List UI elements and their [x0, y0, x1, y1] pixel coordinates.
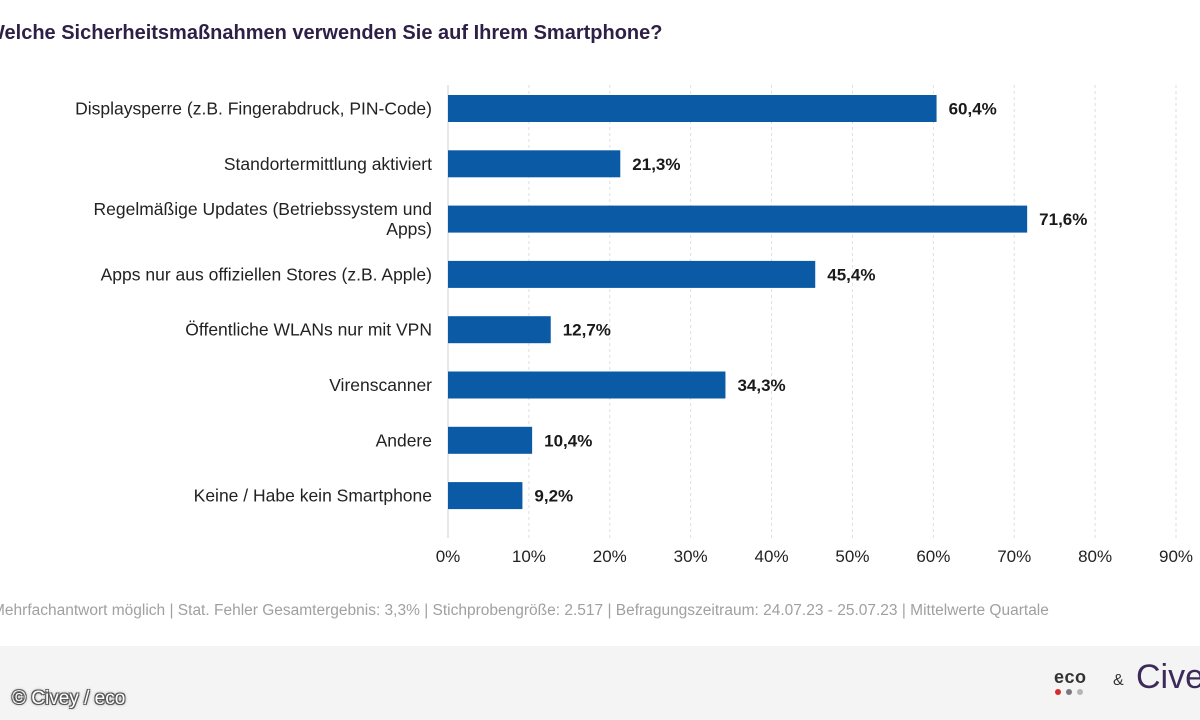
bar	[448, 260, 816, 288]
category-label: Andere	[376, 430, 432, 450]
value-label: 60,4%	[949, 100, 997, 119]
x-tick-label: 60%	[916, 547, 950, 566]
value-label: 71,6%	[1039, 210, 1087, 229]
x-tick-label: 50%	[835, 547, 869, 566]
footnote: Mehrfachantwort möglich | Stat. Fehler G…	[0, 602, 1049, 619]
category-label: Displaysperre (z.B. Fingerabdruck, PIN-C…	[75, 99, 432, 119]
category-label: Keine / Habe kein Smartphone	[194, 486, 432, 506]
eco-logo-dots	[1055, 689, 1083, 695]
bar	[448, 426, 533, 454]
value-label: 21,3%	[632, 155, 680, 174]
category-label: Regelmäßige Updates (Betriebssystem und	[94, 199, 433, 219]
bar	[448, 316, 551, 344]
value-label: 10,4%	[544, 431, 592, 450]
eco-logo: eco	[1054, 667, 1087, 687]
x-tick-label: 20%	[593, 547, 627, 566]
bar	[448, 95, 937, 122]
chart-title: Welche Sicherheitsmaßnahmen verwenden Si…	[0, 22, 663, 44]
value-label: 45,4%	[827, 265, 875, 284]
value-label: 34,3%	[737, 376, 785, 395]
eco-dot-red	[1055, 689, 1061, 695]
x-tick-label: 90%	[1159, 547, 1193, 566]
category-label: Öffentliche WLANs nur mit VPN	[185, 320, 432, 340]
footer: © Civey / eco eco & Civey	[0, 646, 1200, 720]
x-tick-label: 40%	[755, 547, 789, 566]
ampersand: &	[1113, 672, 1124, 689]
x-tick-label: 80%	[1078, 547, 1112, 566]
category-label: Virenscanner	[329, 375, 432, 395]
eco-dot-light	[1077, 689, 1083, 695]
bar	[448, 482, 523, 510]
value-label: 12,7%	[563, 321, 611, 340]
value-label: 9,2%	[534, 487, 573, 506]
x-tick-label: 0%	[436, 547, 461, 566]
x-tick-label: 30%	[674, 547, 708, 566]
bar	[448, 371, 726, 399]
category-label: Apps)	[386, 219, 432, 239]
eco-dot-grey	[1066, 689, 1072, 695]
civey-logo: Civey	[1136, 658, 1200, 696]
copyright-text: © Civey / eco	[12, 688, 126, 709]
bar	[448, 150, 621, 178]
x-tick-label: 70%	[997, 547, 1031, 566]
category-label: Standortermittlung aktiviert	[224, 154, 432, 174]
x-tick-label: 10%	[512, 547, 546, 566]
bar	[448, 205, 1028, 233]
category-label: Apps nur aus offiziellen Stores (z.B. Ap…	[101, 264, 432, 284]
bar-chart: 0% 10% 20% 30% 40% 50% 60% 70% 80% 90% Displaysper…	[75, 85, 1193, 566]
